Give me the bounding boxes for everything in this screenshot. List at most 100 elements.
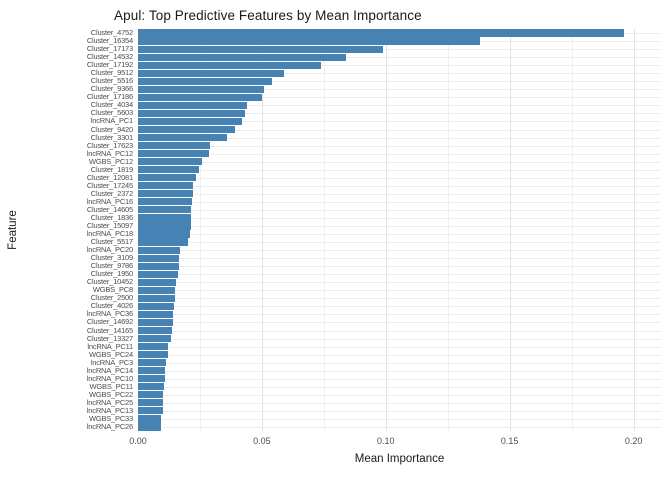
minor-v-gridline [323, 29, 325, 431]
y-axis-tick-label: lncRNA_PC26 [86, 421, 133, 431]
bar [138, 278, 177, 286]
bar [138, 61, 322, 69]
y-axis-tick-label: Cluster_17245 [86, 180, 133, 190]
bar [138, 174, 196, 182]
minor-v-gridline [571, 29, 573, 431]
h-gridline [138, 193, 661, 195]
major-v-gridline [138, 29, 139, 431]
y-axis-tick-label: Cluster_17173 [86, 44, 133, 54]
x-axis-tick-label: 0.10 [377, 436, 395, 446]
y-axis-tick-label: Cluster_2372 [90, 188, 133, 198]
bar [138, 214, 191, 222]
y-axis-tick-label: lncRNA_PC25 [86, 397, 133, 407]
y-axis-tick-label: Cluster_17186 [86, 92, 133, 102]
y-axis-tick-label: Cluster_5517 [90, 237, 133, 247]
bar [138, 206, 192, 214]
bar [138, 29, 624, 37]
y-axis-tick-labels: Cluster_4752 Cluster_16354 Cluster_17173 Cl… [0, 29, 133, 431]
h-gridline [138, 217, 661, 219]
h-gridline [138, 338, 661, 340]
bar [138, 117, 243, 126]
y-axis-tick-label: Cluster_1950 [90, 269, 133, 279]
bar [138, 294, 176, 302]
y-axis-tick-label: Cluster_13327 [86, 333, 133, 343]
bar [138, 391, 164, 399]
y-axis-tick-label: Cluster_3109 [90, 253, 133, 263]
bar [138, 133, 228, 142]
bar [138, 367, 166, 375]
bar [138, 302, 174, 310]
h-gridline [138, 298, 661, 300]
chart-title: Apul: Top Predictive Features by Mean Im… [114, 8, 422, 23]
x-axis-tick-label: 0.20 [624, 436, 643, 446]
bar [138, 101, 247, 109]
y-axis-tick-label: Cluster_17192 [86, 60, 133, 70]
bar [138, 246, 180, 254]
h-gridline [138, 354, 661, 356]
minor-v-gridline [200, 29, 201, 431]
bar [138, 334, 171, 343]
y-axis-tick-label: Cluster_15097 [86, 220, 133, 230]
y-axis-tick-label: Cluster_14692 [86, 317, 133, 327]
h-gridline [138, 250, 661, 252]
bar [138, 254, 180, 262]
major-v-gridline [385, 29, 387, 431]
y-axis-tick-label: Cluster_14532 [86, 52, 133, 62]
x-axis-tick-label: 0.15 [500, 436, 519, 446]
bar [138, 230, 190, 238]
bar [138, 423, 161, 431]
h-gridline [138, 402, 661, 404]
bar [138, 190, 193, 198]
h-gridline [138, 169, 661, 171]
major-v-gridline [509, 29, 511, 431]
bar [138, 150, 209, 158]
y-axis-tick-label: Cluster_14165 [86, 325, 133, 335]
y-axis-tick-label: lncRNA_PC12 [86, 148, 133, 158]
bar [138, 141, 210, 150]
h-gridline [138, 121, 661, 123]
y-axis-tick-label: lncRNA_PC36 [86, 309, 133, 319]
y-axis-tick-label: lncRNA_PC18 [86, 229, 133, 239]
y-axis-tick-label: WGBS_PC24 [88, 349, 133, 359]
minor-v-gridline [447, 29, 449, 431]
y-axis-tick-label: Cluster_14605 [86, 204, 133, 214]
h-gridline [138, 410, 661, 412]
h-gridline [138, 81, 661, 83]
bar [138, 222, 191, 230]
bar [138, 125, 235, 134]
h-gridline [138, 145, 661, 147]
bar [138, 310, 173, 318]
h-gridline [138, 201, 661, 203]
bar [138, 198, 192, 206]
h-gridline [138, 225, 661, 227]
bar [138, 109, 245, 117]
h-gridline [138, 49, 661, 51]
h-gridline [138, 362, 661, 364]
h-gridline [138, 282, 661, 284]
x-axis-title: Mean Importance [354, 453, 445, 465]
bar [138, 238, 188, 246]
h-gridline [138, 314, 661, 316]
bar [138, 359, 167, 367]
h-gridline [138, 209, 661, 211]
y-axis-tick-label: Cluster_1819 [90, 164, 133, 174]
bar [138, 69, 285, 77]
h-gridline [138, 290, 661, 292]
y-axis-tick-label: lncRNA_PC11 [87, 341, 133, 351]
y-axis-tick-label: Cluster_4026 [90, 301, 133, 311]
x-axis-tick-label: 0.05 [253, 436, 271, 446]
bar [138, 407, 163, 415]
y-axis-tick-label: lncRNA_PC10 [86, 373, 133, 383]
bar [138, 158, 203, 166]
h-gridline [138, 346, 661, 348]
h-gridline [138, 322, 661, 324]
plot-panel [138, 29, 661, 431]
h-gridline [138, 185, 661, 187]
h-gridline [138, 97, 661, 99]
bar [138, 93, 262, 101]
bar [138, 37, 480, 45]
y-axis-tick-label: Cluster_4034 [90, 100, 133, 110]
y-axis-tick-label: Cluster_9512 [90, 68, 133, 78]
bar [138, 77, 272, 85]
